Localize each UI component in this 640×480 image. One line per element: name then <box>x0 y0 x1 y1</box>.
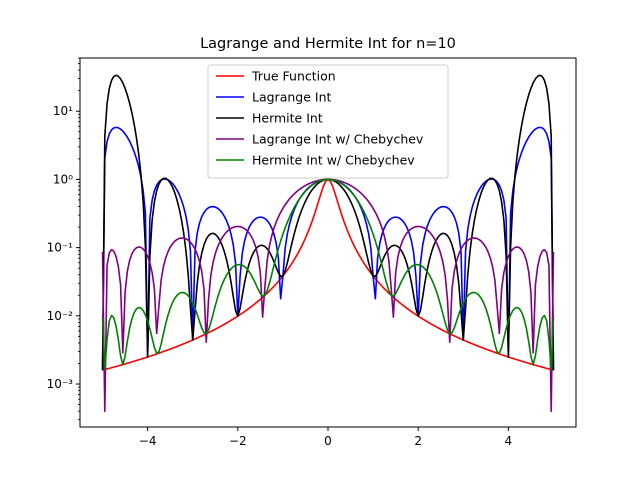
legend-label: Lagrange Int w/ Chebychev <box>252 132 424 147</box>
x-axis: −4 −2 0 2 4 <box>139 427 512 448</box>
y-tick-label: 10⁻³ <box>47 377 74 391</box>
x-tick-label: 2 <box>414 434 422 448</box>
legend-label: Hermite Int w/ Chebychev <box>252 153 415 168</box>
y-tick-label: 10⁻¹ <box>47 241 74 255</box>
x-tick-label: 4 <box>505 434 513 448</box>
y-tick-label: 10¹ <box>53 104 73 118</box>
chart-title: Lagrange and Hermite Int for n=10 <box>200 36 456 52</box>
legend-label: True Function <box>251 69 336 84</box>
y-tick-label: 10⁻² <box>47 309 74 323</box>
x-tick-label: −4 <box>139 434 157 448</box>
legend: True Function Lagrange Int Hermite Int Lagr… <box>207 64 449 179</box>
legend-label: Lagrange Int <box>252 90 331 105</box>
legend-box <box>207 64 449 179</box>
legend-label: Hermite Int <box>252 111 323 126</box>
x-tick-label: −2 <box>229 434 247 448</box>
y-axis: 10⁻³ 10⁻² 10⁻¹ 10⁰ 10¹ <box>47 57 80 421</box>
series-layer <box>101 74 555 413</box>
series-line-hermite-int-w-chebychev <box>101 178 555 371</box>
x-tick-label: 0 <box>324 434 332 448</box>
y-tick-label: 10⁰ <box>53 172 73 186</box>
